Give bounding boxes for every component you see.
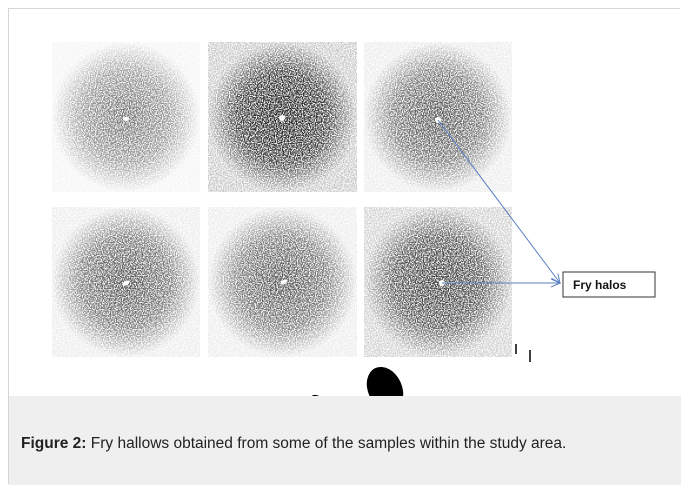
caption-label: Figure 2: xyxy=(21,435,86,452)
label: Fry halos xyxy=(573,278,627,292)
page: Fry halos Figure 2: Fry hallows obtained… xyxy=(0,0,681,485)
caption: Figure 2: Fry hallows obtained from some… xyxy=(9,396,681,454)
caption-area: Figure 2: Fry hallows obtained from some… xyxy=(9,396,681,485)
panels xyxy=(52,42,512,357)
caption-text: Fry hallows obtained from some of the sa… xyxy=(91,435,567,452)
figure-image: Fry halos xyxy=(0,0,681,400)
ellipse xyxy=(360,361,410,400)
